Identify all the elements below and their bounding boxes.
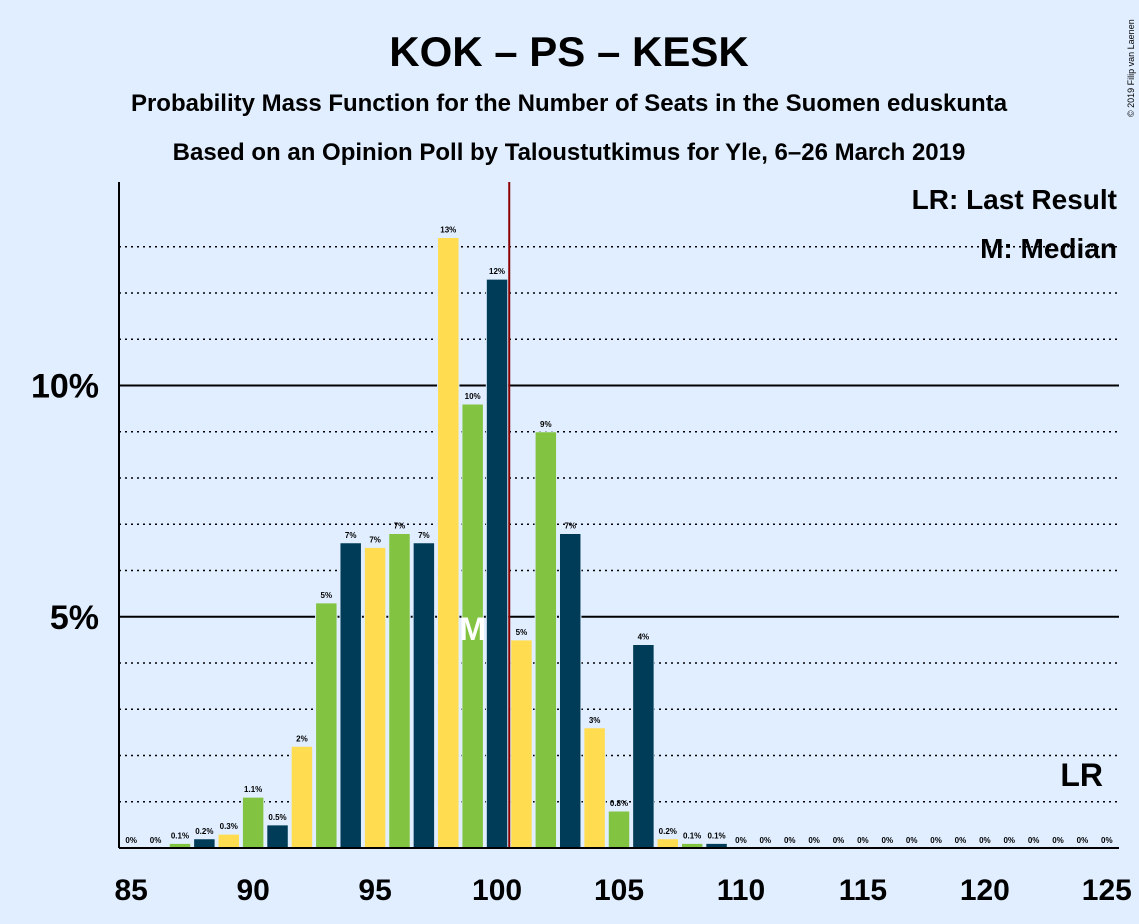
bar-seat-104 [583,727,606,849]
grid-lines [119,246,1119,803]
x-tick-label-100: 100 [472,874,522,907]
bar-seat-89 [217,833,240,849]
y-tick-label-5: 5% [50,599,99,637]
x-tick-label-95: 95 [358,874,391,907]
x-tick-label-110: 110 [717,874,765,907]
bar-seat-106 [632,644,655,849]
legend-median: M: Median [980,233,1117,264]
bar-label-seat-115: 0% [857,836,869,845]
bar-label-seat-103: 7% [564,522,576,531]
bar-label-seat-106: 4% [638,633,650,642]
legend-last-result: LR: Last Result [912,184,1117,215]
bar-label-seat-85: 0% [125,836,137,845]
bar-seat-96 [388,533,411,849]
bar-label-seat-105: 0.8% [610,799,628,808]
bar-seat-102 [534,431,558,849]
bar-label-seat-89: 0.3% [220,822,238,831]
bar-label-seat-87: 0.1% [171,831,189,840]
bar-seat-98 [437,237,460,849]
bar-label-seat-99: 10% [465,392,481,401]
bar-label-seat-90: 1.1% [244,785,262,794]
bar-seat-94 [339,542,362,849]
last-result-marker: LR [1060,757,1103,793]
bar-label-seat-102: 9% [540,420,552,429]
bar-seat-107 [656,838,680,849]
bar-label-seat-94: 7% [345,531,357,540]
bar-label-seat-111: 0% [760,836,772,845]
bar-seat-95 [363,546,387,849]
bar-seat-92 [290,745,314,849]
bar-label-seat-117: 0% [906,836,918,845]
bar-label-seat-86: 0% [150,836,162,845]
chart-subtitle-1: Probability Mass Function for the Number… [131,90,1008,117]
bar-label-seat-124: 0% [1077,836,1089,845]
bar-label-seat-112: 0% [784,836,796,845]
chart-title: KOK – PS – KESK [389,28,748,75]
x-tick-label-125: 125 [1082,874,1132,907]
bar-label-seat-119: 0% [955,836,967,845]
bar-label-seat-100: 12% [489,267,505,276]
bar-label-seat-114: 0% [833,836,845,845]
bar-label-seat-118: 0% [930,836,942,845]
bars-group: 0% 0% 0.1% 0.2% 0.3% 1.1% 0.5% 2% 5% 7% 7% 7% 7% 13% 1… [125,226,1113,849]
bar-label-seat-95: 7% [369,535,381,544]
bar-label-seat-110: 0% [735,836,747,845]
y-tick-labels: 5% 10% [31,368,99,637]
bar-label-seat-121: 0% [1003,836,1015,845]
x-tick-labels: 85 90 95 100 105 110 115 120 125 [115,874,1132,907]
bar-seat-97 [412,542,436,849]
bar-seat-88 [193,838,216,849]
bar-label-seat-123: 0% [1052,836,1064,845]
median-marker: M [459,611,486,647]
bar-label-seat-98: 13% [440,226,456,235]
marker-group: M LR [459,182,1103,848]
bar-label-seat-96: 7% [394,522,406,531]
bar-label-seat-108: 0.1% [683,831,701,840]
bar-label-seat-88: 0.2% [195,827,213,836]
bar-label-seat-113: 0% [808,836,820,845]
bar-seat-90 [241,796,265,849]
bar-label-seat-92: 2% [296,734,308,743]
bar-seat-93 [315,602,338,849]
chart-subtitle-2: Based on an Opinion Poll by Taloustutkim… [173,139,966,166]
x-tick-label-85: 85 [115,874,148,907]
x-tick-label-105: 105 [594,874,644,907]
x-tick-label-120: 120 [960,874,1010,907]
bar-seat-103 [558,533,582,849]
bar-seat-100 [485,278,509,849]
bar-label-seat-104: 3% [589,716,601,725]
bar-seat-105 [607,810,631,849]
bar-label-seat-97: 7% [418,531,430,540]
bar-label-seat-125: 0% [1101,836,1113,845]
bar-label-seat-107: 0.2% [659,827,677,836]
bar-label-seat-120: 0% [979,836,991,845]
bar-label-seat-91: 0.5% [268,813,286,822]
bar-label-seat-101: 5% [516,628,528,637]
bar-label-seat-109: 0.1% [707,831,725,840]
bar-label-seat-122: 0% [1028,836,1040,845]
bar-seat-101 [510,639,533,849]
y-tick-label-10: 10% [31,368,99,406]
bar-label-seat-116: 0% [882,836,894,845]
copyright-note: © 2019 Filip van Laenen [1126,19,1136,117]
bar-label-seat-93: 5% [321,591,333,600]
x-tick-label-115: 115 [839,874,887,907]
x-tick-label-90: 90 [236,874,269,907]
bar-seat-91 [266,824,289,849]
